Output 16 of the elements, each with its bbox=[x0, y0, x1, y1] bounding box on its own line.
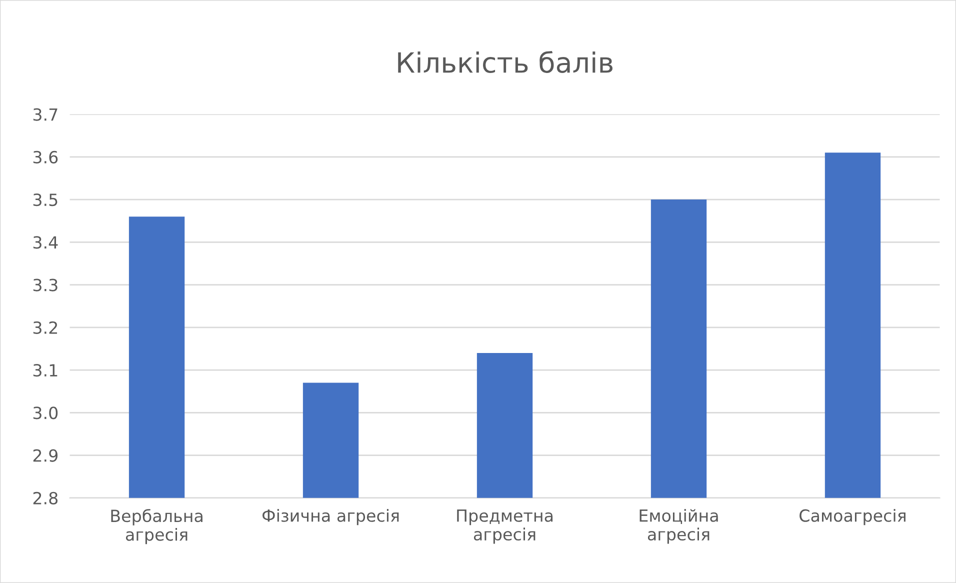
y-tick-label: 3.2 bbox=[33, 321, 58, 334]
y-tick-label: 3.0 bbox=[33, 406, 58, 420]
y-tick-label: 3.1 bbox=[33, 364, 58, 377]
x-tick-label: Емоційна агресія bbox=[640, 508, 718, 544]
x-tick-label: Фізична агресія bbox=[262, 508, 399, 526]
y-tick-label: 3.6 bbox=[33, 150, 58, 164]
y-tick-label: 3.4 bbox=[33, 236, 58, 249]
y-tick-label: 3.3 bbox=[33, 278, 58, 292]
y-tick-label: 3.5 bbox=[33, 193, 58, 206]
y-tick-label: 3.7 bbox=[33, 108, 58, 121]
y-tick-label: 2.9 bbox=[33, 449, 58, 462]
x-tick-label: Предметна агресія bbox=[457, 510, 553, 544]
x-tick-label: Вербальна агресія bbox=[111, 508, 202, 544]
x-tick-label: Самоагресія bbox=[800, 508, 906, 526]
y-tick-label: 2.8 bbox=[33, 492, 58, 504]
chart-title: Кількість балів bbox=[398, 51, 612, 73]
